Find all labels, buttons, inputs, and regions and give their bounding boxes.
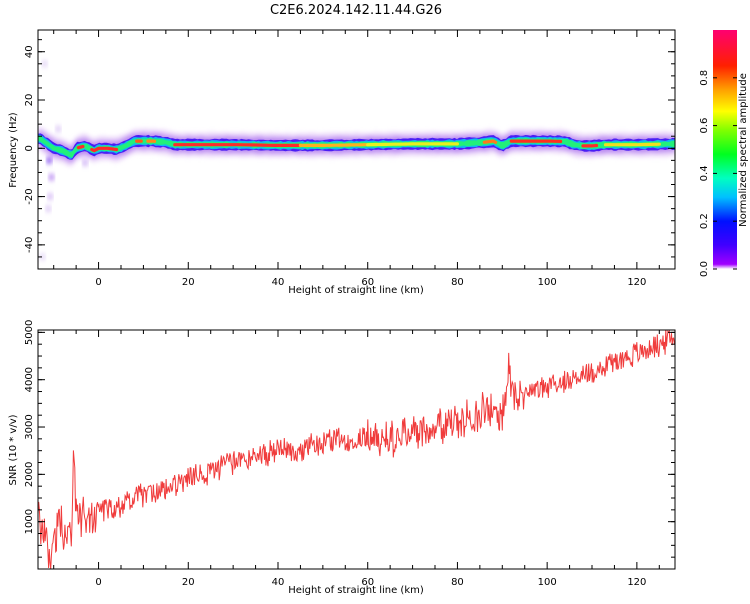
snr-ylabel: SNR (10 * v/v) [8, 414, 19, 485]
snr-xtick-label: 40 [272, 577, 285, 588]
heatmap-noise [42, 60, 48, 68]
spectrogram-ylabel: Frequency (Hz) [8, 112, 19, 188]
colorbar: 0.0 0.2 0.4 0.6 0.8 Normalized spectral ampl… [699, 30, 749, 277]
colorbar-tick-label: 0.2 [699, 213, 710, 229]
colorbar-tick-label: 0.4 [699, 165, 710, 181]
spectrogram-xlabel: Height of straight line (km) [288, 285, 424, 296]
heatmap-noise [55, 125, 61, 133]
heatmap-core [300, 145, 367, 146]
colorbar-label: Normalized spectral amplitude [738, 73, 749, 227]
snr-ytick-label: 5000 [24, 320, 35, 345]
spectrogram-xtick-label: 40 [272, 277, 285, 288]
figure-title: C2E6.2024.142.11.44.G26 [270, 3, 442, 18]
spectrogram-ytick-label: -20 [24, 188, 35, 204]
heatmap-core [175, 145, 301, 146]
snr-ytick-label: 3000 [24, 414, 35, 439]
heatmap-noise [82, 159, 88, 167]
colorbar-tick-label: 0.8 [699, 70, 710, 86]
spectrogram-xtick-label: 0 [95, 277, 101, 288]
spectrogram-ytick-label: 40 [24, 45, 35, 58]
heatmap-core [78, 147, 83, 148]
heatmap-core [606, 144, 660, 145]
snr-xlabel: Height of straight line (km) [288, 585, 424, 596]
spectrogram-xtick-label: 20 [182, 277, 195, 288]
snr-ytick-label: 1000 [24, 509, 35, 534]
spectrogram-ytick-label: 0 [24, 145, 35, 151]
spectrogram-xtick-label: 120 [627, 277, 646, 288]
heatmap-core [368, 144, 458, 145]
snr-xtick-label: 120 [627, 577, 646, 588]
heatmap-core [484, 141, 495, 142]
heatmap-noise [46, 156, 52, 164]
heatmap-noise [48, 173, 54, 181]
snr-xtick-label: 80 [451, 577, 464, 588]
spectrogram-ytick-label: -40 [24, 237, 35, 253]
colorbar-gradient [713, 30, 737, 269]
snr-xtick-label: 20 [182, 577, 195, 588]
snr-xtick-label: 100 [538, 577, 557, 588]
spectrogram-xtick-label: 80 [451, 277, 464, 288]
snr-ytick-label: 2000 [24, 462, 35, 487]
heatmap-noise [47, 193, 53, 201]
snr-ytick-label: 4000 [24, 367, 35, 392]
snr-plot-area [38, 330, 675, 569]
heatmap-noise [45, 205, 51, 213]
colorbar-tick-label: 0.0 [699, 261, 710, 277]
spectrogram-xtick-label: 100 [538, 277, 557, 288]
snr-xtick-label: 0 [95, 577, 101, 588]
colorbar-tick-label: 0.6 [699, 118, 710, 134]
spectrogram-ytick-label: 20 [24, 94, 35, 107]
